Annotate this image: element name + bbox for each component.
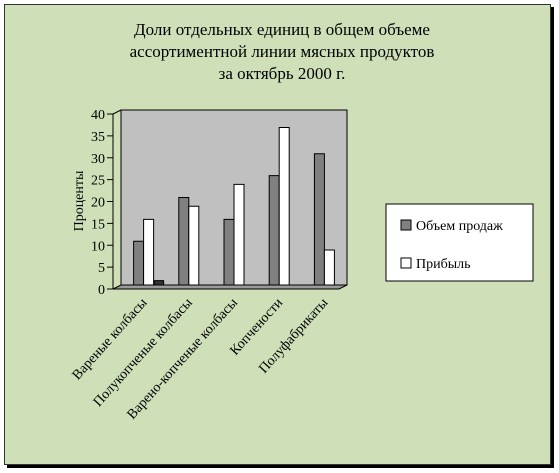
chart-title: Доли отдельных единиц в общем объеме асс… <box>130 20 435 83</box>
bar-extra <box>154 280 165 286</box>
y-tick-label: 10 <box>91 239 105 254</box>
legend-label-profit: Прибыль <box>416 257 471 272</box>
y-tick-label: 20 <box>91 196 105 211</box>
y-tick-label: 30 <box>91 152 105 167</box>
y-axis-label: Проценты <box>72 170 87 231</box>
y-tick-label: 0 <box>98 283 105 298</box>
plot-floor <box>112 284 348 290</box>
bar-sales <box>178 197 190 286</box>
legend-swatch-profit <box>400 257 412 269</box>
bar-sales <box>268 175 280 286</box>
legend-swatch-sales <box>400 219 412 231</box>
chart-title-line-3: за октябрь 2000 г. <box>219 64 346 83</box>
bar-profit <box>188 205 200 286</box>
bar-profit <box>143 218 155 286</box>
chart-frame: Доли отдельных единиц в общем объеме асс… <box>4 4 551 465</box>
bar-sales <box>133 240 145 286</box>
y-tick-label: 15 <box>91 217 105 232</box>
bar-sales <box>223 218 235 286</box>
chart-title-line-1: Доли отдельных единиц в общем объеме <box>134 20 430 39</box>
y-tick-label: 35 <box>91 130 105 145</box>
bar-profit <box>278 127 290 286</box>
chart-title-line-2: ассортиментной линии мясных продуктов <box>130 42 435 61</box>
legend-label-sales: Объем продаж <box>416 219 503 234</box>
y-tick-label: 25 <box>91 174 105 189</box>
bar-profit <box>323 249 335 286</box>
y-tick-label: 40 <box>91 108 105 123</box>
bar-sales <box>313 153 325 286</box>
y-tick-label: 5 <box>98 261 105 276</box>
wall-edge-top <box>112 109 122 115</box>
bar-profit <box>233 183 245 286</box>
x-tick-label: Вареные колбасы <box>70 295 151 383</box>
chart-svg: Доли отдельных единиц в общем объеме асс… <box>70 20 534 423</box>
legend: Объем продаж Прибыль <box>385 203 534 282</box>
